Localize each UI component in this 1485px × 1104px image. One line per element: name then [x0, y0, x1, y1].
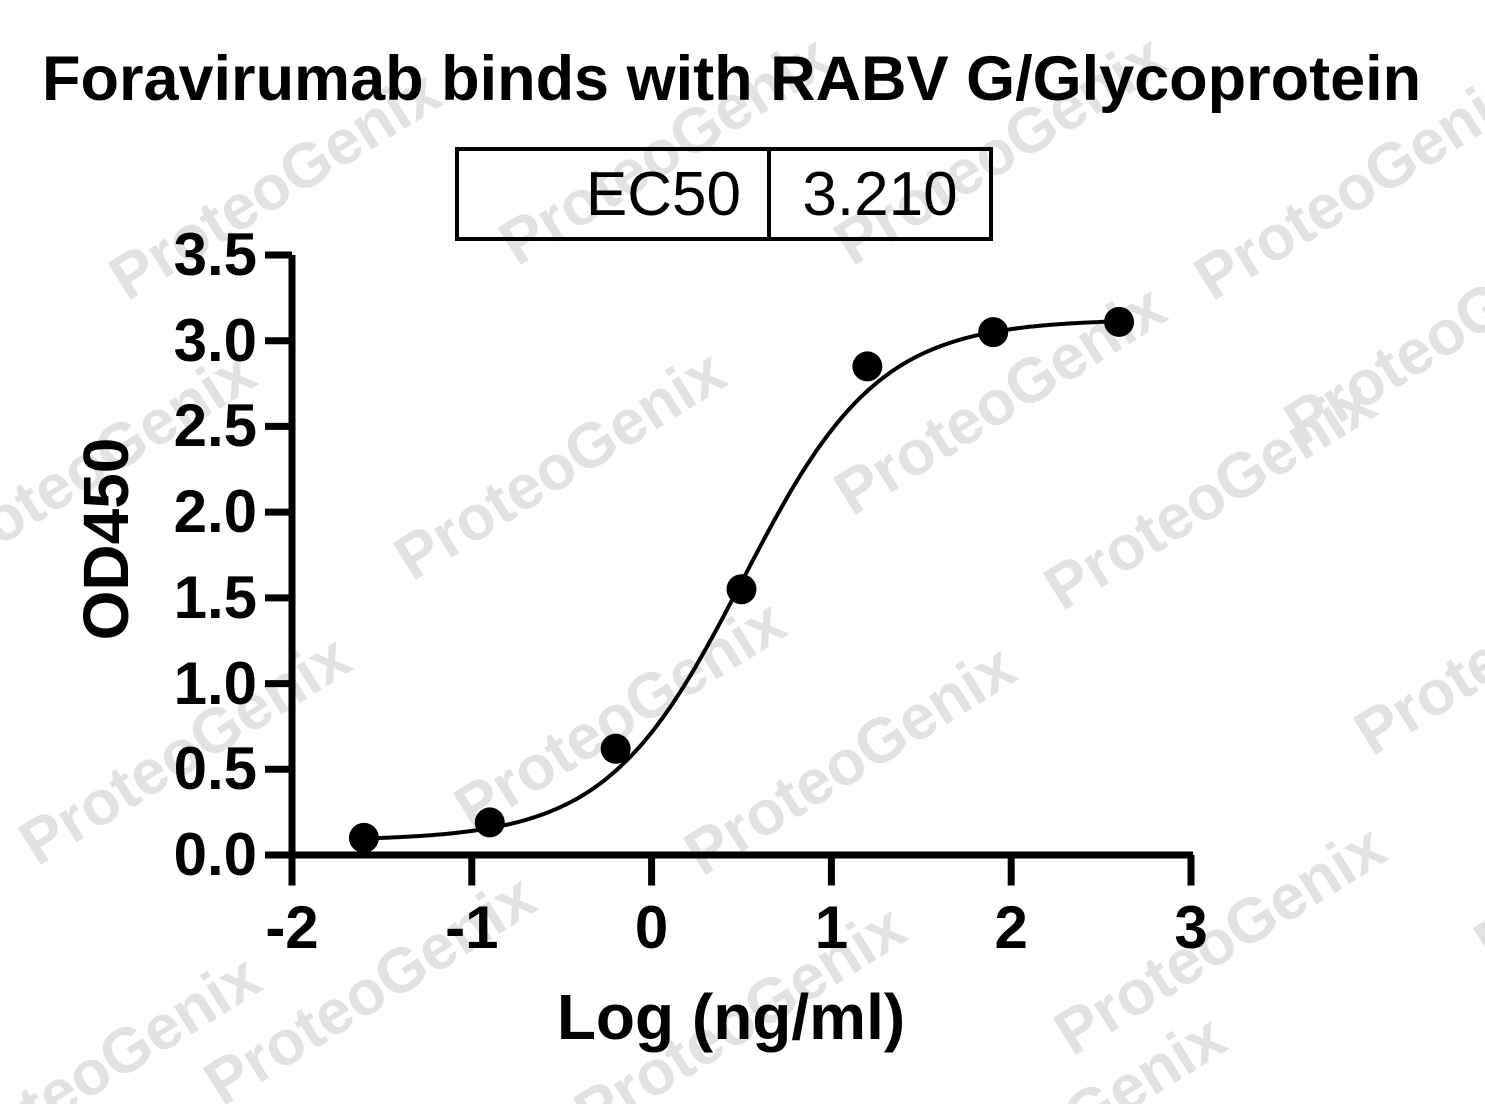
y-tick-label: 0.5 [173, 735, 257, 803]
data-point [600, 733, 631, 764]
y-tick-label: 0.0 [173, 821, 257, 888]
y-tick-label: 3.5 [173, 220, 257, 288]
data-point [978, 317, 1009, 348]
x-tick-label: -1 [445, 894, 499, 961]
y-tick-label: 1.0 [173, 649, 257, 717]
chart-title: Foravirumab binds with RABV G/Glycoprote… [42, 44, 1422, 114]
data-point [852, 351, 883, 382]
ec50-label-cell: EC50 [459, 151, 771, 237]
y-tick-label: 1.5 [173, 563, 257, 631]
data-point [348, 822, 379, 853]
data-point [726, 574, 757, 605]
data-point [1104, 306, 1135, 337]
y-tick-label: 3.0 [173, 306, 257, 374]
x-tick-label: 2 [994, 894, 1028, 961]
x-tick-label: 0 [634, 894, 669, 961]
ec50-value-cell: 3.210 [802, 159, 958, 229]
x-tick-label: 1 [814, 894, 849, 961]
ec50-table: EC50 3.210 [455, 147, 993, 241]
y-tick-label: 2.5 [173, 392, 257, 460]
x-tick-label: -2 [265, 894, 319, 961]
y-tick-label: 2.0 [173, 478, 257, 546]
x-tick-label: 3 [1174, 894, 1208, 961]
data-point [474, 807, 505, 838]
x-axis-label: Log (ng/ml) [556, 981, 906, 1053]
